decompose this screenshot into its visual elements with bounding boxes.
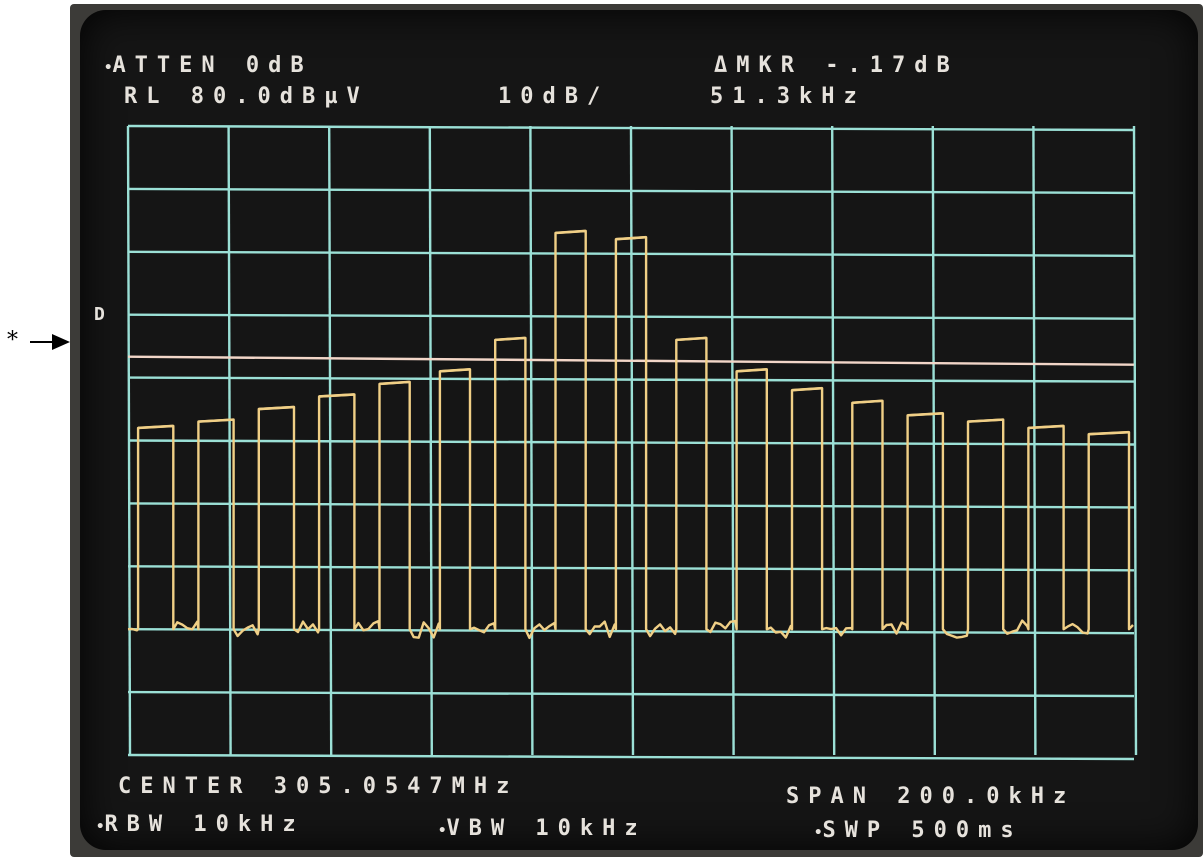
comb-pulse-1 [137, 424, 174, 430]
comb-pulse-14 [907, 412, 943, 417]
graticule-horizontal-line [127, 376, 1135, 383]
rbw-dot: • [96, 819, 105, 835]
ref-level-readout: RL 80.0dBµV [124, 84, 369, 109]
comb-pulse-3 [258, 405, 295, 411]
graticule-horizontal-line [127, 628, 1135, 635]
graticule-vertical-line [831, 125, 836, 756]
display-line [127, 355, 1135, 366]
comb-pulse-4 [319, 393, 355, 398]
comb-pulse-8 [555, 229, 586, 235]
scale-readout: 10dB/ [498, 84, 610, 109]
graticule-horizontal-line [127, 313, 1135, 320]
comb-pulse-9 [615, 235, 647, 241]
delta-marker-readout: ΔMKR -.17dB [714, 53, 959, 78]
marker-frequency-readout: 51.3kHz [710, 84, 866, 109]
comb-pulse-7 [495, 336, 526, 342]
analyzer-screen [80, 10, 1198, 850]
active-function-dot: • [104, 60, 113, 76]
asterisk-marker: * [7, 328, 18, 353]
graticule [126, 124, 1138, 761]
comb-pulse-2 [198, 418, 234, 423]
graticule-vertical-line [931, 125, 936, 756]
graticule-vertical-line [730, 125, 735, 756]
comb-pulse-12 [791, 386, 823, 392]
atten-readout: •ATTEN 0dB [104, 53, 313, 78]
graticule-horizontal-line [127, 753, 1135, 761]
graticule-horizontal-line [127, 124, 1135, 132]
graticule-horizontal-line [127, 250, 1135, 257]
sweep-time-readout: •SWP 500ms [814, 818, 1023, 843]
span-readout: SPAN 200.0kHz [786, 784, 1076, 809]
spectrum-trace [127, 229, 1134, 640]
rbw-readout: •RBW 10kHz [96, 812, 305, 837]
comb-pulse-13 [852, 399, 883, 405]
comb-pulse-16 [1028, 424, 1064, 430]
graticule-vertical-line [428, 125, 433, 756]
graticule-vertical-line [1132, 125, 1138, 756]
sweep-dot: • [814, 825, 823, 841]
graticule-horizontal-line [127, 690, 1135, 698]
graticule-vertical-line [1032, 125, 1037, 756]
vbw-dot: • [438, 823, 447, 839]
graticule-horizontal-line [127, 502, 1135, 509]
graticule-horizontal-line [127, 565, 1135, 572]
comb-pulse-10 [676, 336, 707, 342]
graticule-vertical-line [529, 125, 534, 756]
graticule-horizontal-line [127, 439, 1135, 446]
vbw-readout: •VBW 10kHz [438, 816, 647, 841]
comb-pulse-11 [736, 368, 767, 373]
comb-pulse-17 [1088, 430, 1130, 436]
comb-pulse-15 [967, 418, 1004, 423]
display-line-label: D [94, 304, 114, 325]
graticule-horizontal-line [127, 187, 1135, 195]
comb-pulse-6 [439, 368, 471, 373]
graticule-vertical-line [629, 125, 635, 756]
comb-pulse-5 [379, 380, 410, 386]
comb-pulses [137, 229, 1130, 436]
right-arrow-icon [30, 334, 70, 350]
center-frequency-readout: CENTER 305.0547MHz [118, 774, 519, 799]
